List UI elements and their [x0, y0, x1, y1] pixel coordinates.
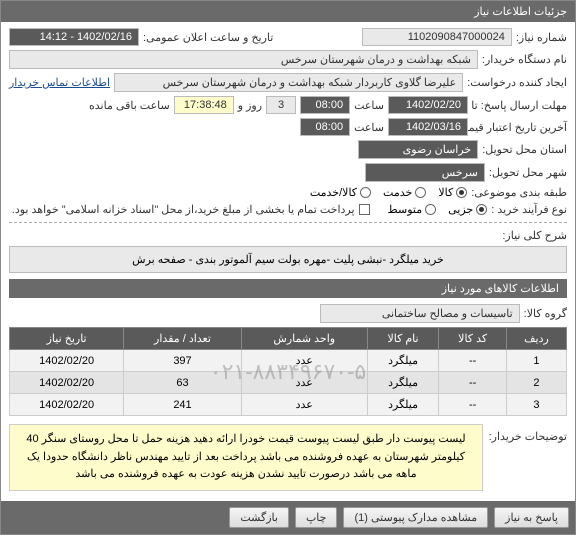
radio-dot-goods: [456, 187, 467, 198]
need-no-label: شماره نیاز:: [516, 31, 567, 44]
col-row: ردیف: [506, 328, 566, 350]
radio-dot-partial: [476, 204, 487, 215]
process-label: نوع فرآیند خرید :: [491, 203, 567, 216]
radio-dot-goods-service: [360, 187, 371, 198]
form-area: شماره نیاز: 1102090847000024 تاریخ و ساع…: [1, 22, 575, 501]
days-value: 3: [266, 96, 296, 114]
group-label: گروه کالا:: [524, 307, 567, 320]
table-cell: 241: [124, 394, 241, 416]
need-no-value: 1102090847000024: [362, 28, 512, 46]
radio-goods-service[interactable]: کالا/خدمت: [310, 186, 371, 199]
table-cell: میلگرد: [367, 350, 439, 372]
panel-header: جزئیات اطلاعات نیاز: [1, 1, 575, 22]
radio-goods-service-label: کالا/خدمت: [310, 186, 357, 199]
category-radio-group: کالا خدمت کالا/خدمت: [310, 186, 467, 199]
days-label: روز و: [238, 99, 262, 112]
payment-checkbox[interactable]: [359, 204, 370, 215]
requester-value: علیرضا گلاوی کاربردار شبکه بهداشت و درما…: [114, 73, 463, 92]
city-label: شهر محل تحویل:: [489, 166, 567, 179]
radio-medium[interactable]: متوسط: [388, 203, 437, 216]
table-cell: 1402/02/20: [10, 394, 124, 416]
table-cell: --: [439, 372, 507, 394]
buyer-org-value: شبکه بهداشت و درمان شهرستان سرخس: [9, 50, 478, 69]
items-table: ردیف کد کالا نام کالا واحد شمارش تعداد /…: [9, 327, 567, 416]
items-section-title: اطلاعات کالاهای مورد نیاز: [9, 279, 567, 298]
table-cell: 1402/02/20: [10, 350, 124, 372]
table-cell: عدد: [241, 394, 367, 416]
province-value: خراسان رضوی: [358, 140, 478, 159]
col-code: کد کالا: [439, 328, 507, 350]
panel-title: جزئیات اطلاعات نیاز: [474, 6, 567, 18]
table-wrapper: ردیف کد کالا نام کالا واحد شمارش تعداد /…: [9, 327, 567, 416]
radio-service[interactable]: خدمت: [383, 186, 426, 199]
table-cell: 397: [124, 350, 241, 372]
footer-bar: پاسخ به نیاز مشاهده مدارک پیوستی (1) چاپ…: [1, 501, 575, 534]
deadline-date: 1402/02/20: [388, 96, 468, 114]
remain-time: 17:38:48: [174, 96, 234, 114]
col-name: نام کالا: [367, 328, 439, 350]
deadline-label: مهلت ارسال پاسخ: تا تاریخ:: [472, 99, 567, 112]
remain-label: ساعت باقی مانده: [89, 99, 170, 112]
validity-label: آخرین تاریخ اعتبار قیمت: تا تاریخ:: [472, 121, 567, 134]
table-cell: میلگرد: [367, 394, 439, 416]
back-button[interactable]: بازگشت: [229, 507, 289, 528]
desc-label: شرح کلی نیاز:: [502, 229, 567, 242]
category-label: طبقه بندی موضوعی:: [471, 186, 567, 199]
group-value: تاسیسات و مصالح ساختمانی: [320, 304, 520, 323]
process-radio-group: جزیی متوسط: [388, 203, 488, 216]
payment-note: پرداخت تمام یا بخشی از مبلغ خرید،از محل …: [12, 203, 355, 216]
table-row: 2--میلگردعدد631402/02/20: [10, 372, 567, 394]
col-date: تاریخ نیاز: [10, 328, 124, 350]
table-cell: --: [439, 394, 507, 416]
hour-label-2: ساعت: [354, 121, 384, 134]
table-cell: 1402/02/20: [10, 372, 124, 394]
announce-label: تاریخ و ساعت اعلان عمومی:: [143, 31, 273, 44]
col-qty: تعداد / مقدار: [124, 328, 241, 350]
table-cell: --: [439, 350, 507, 372]
radio-goods-label: کالا: [438, 186, 453, 199]
city-value: سرخس: [365, 163, 485, 182]
buyer-org-label: نام دستگاه خریدار:: [482, 53, 567, 66]
table-row: 3--میلگردعدد2411402/02/20: [10, 394, 567, 416]
desc-box: خرید میلگرد -نبشی پلیت -مهره بولت سیم آل…: [9, 246, 567, 273]
radio-partial[interactable]: جزیی: [448, 203, 487, 216]
announce-value: 1402/02/16 - 14:12: [9, 28, 139, 46]
print-button[interactable]: چاپ: [295, 507, 338, 528]
table-cell: میلگرد: [367, 372, 439, 394]
buyer-note-text: لیست پیوست دار طبق لیست پیوست قیمت خودرا…: [9, 424, 483, 491]
province-label: استان محل تحویل:: [482, 143, 567, 156]
radio-dot-service: [415, 187, 426, 198]
table-cell: عدد: [241, 350, 367, 372]
validity-date: 1402/03/16: [388, 118, 468, 136]
requester-label: ایجاد کننده درخواست:: [467, 76, 567, 89]
table-cell: 3: [506, 394, 566, 416]
deadline-hour: 08:00: [300, 96, 350, 114]
table-cell: عدد: [241, 372, 367, 394]
attachments-button[interactable]: مشاهده مدارک پیوستی (1): [343, 507, 488, 528]
radio-medium-label: متوسط: [388, 203, 423, 216]
contact-link[interactable]: اطلاعات تماس خریدار: [9, 76, 110, 89]
table-cell: 2: [506, 372, 566, 394]
table-row: 1--میلگردعدد3971402/02/20: [10, 350, 567, 372]
validity-hour: 08:00: [300, 118, 350, 136]
main-panel: جزئیات اطلاعات نیاز شماره نیاز: 11020908…: [0, 0, 576, 535]
table-header-row: ردیف کد کالا نام کالا واحد شمارش تعداد /…: [10, 328, 567, 350]
radio-service-label: خدمت: [383, 186, 412, 199]
radio-partial-label: جزیی: [448, 203, 473, 216]
col-unit: واحد شمارش: [241, 328, 367, 350]
hour-label-1: ساعت: [354, 99, 384, 112]
radio-goods[interactable]: کالا: [438, 186, 467, 199]
table-cell: 1: [506, 350, 566, 372]
table-cell: 63: [124, 372, 241, 394]
radio-dot-medium: [425, 204, 436, 215]
reply-button[interactable]: پاسخ به نیاز: [494, 507, 569, 528]
buyer-note-label: توضیحات خریدار:: [487, 424, 567, 443]
